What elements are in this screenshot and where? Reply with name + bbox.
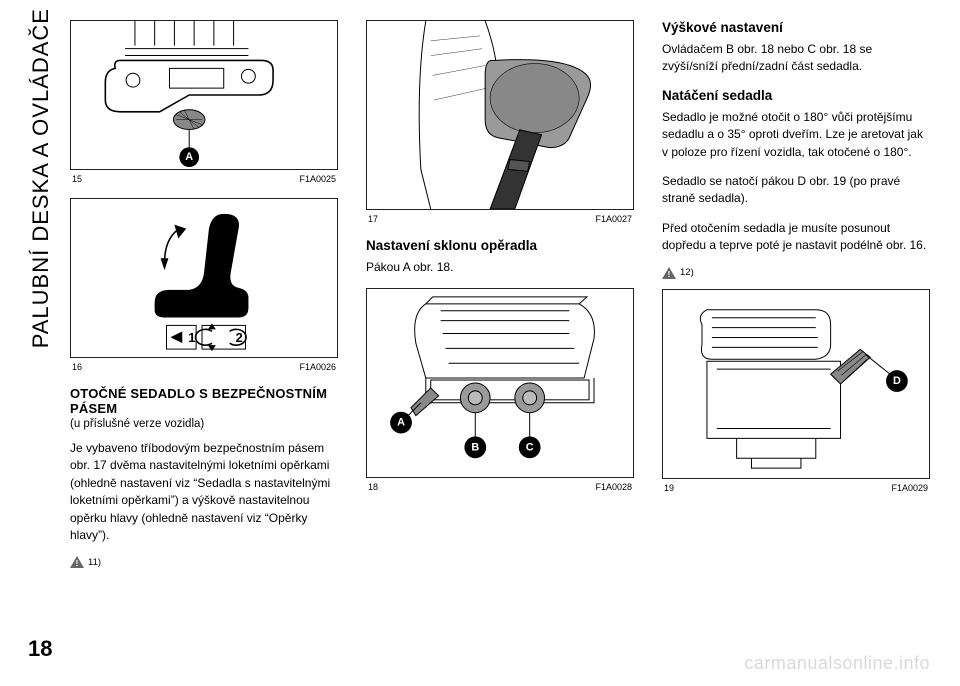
figure-code: F1A0026 [299, 362, 336, 372]
figure-code: F1A0028 [595, 482, 632, 492]
svg-text:A: A [397, 417, 405, 429]
section-tab: PALUBNÍ DESKA A OVLÁDAČE [28, 8, 54, 348]
figure-number: 18 [368, 482, 378, 492]
svg-text:!: ! [76, 559, 79, 568]
content-columns: A 15 F1A0025 1 [70, 20, 930, 610]
figure-number: 16 [72, 362, 82, 372]
svg-text:B: B [471, 442, 479, 454]
figure-17-caption: 17 F1A0027 [366, 214, 634, 224]
seat-rotate-heading: Natáčení sedadla [662, 88, 930, 103]
figure-18-caption: 18 F1A0028 [366, 482, 634, 492]
height-adjust-heading: Výškové nastavení [662, 20, 930, 35]
figure-code: F1A0025 [299, 174, 336, 184]
figure-code: F1A0027 [595, 214, 632, 224]
warning-note-11: ! 11) [70, 556, 338, 568]
figure-number: 15 [72, 174, 82, 184]
figure-15-caption: 15 F1A0025 [70, 174, 338, 184]
manual-page: PALUBNÍ DESKA A OVLÁDAČE [0, 0, 960, 686]
height-adjust-text: Ovládačem B obr. 18 nebo C obr. 18 se zv… [662, 41, 930, 76]
backrest-tilt-text: Pákou A obr. 18. [366, 259, 634, 276]
backrest-tilt-heading: Nastavení sklonu opěradla [366, 238, 634, 253]
page-number: 18 [28, 636, 52, 662]
figure-code: F1A0029 [891, 483, 928, 493]
note-ref: 11) [88, 557, 101, 568]
swivel-seat-sub: (u příslušné verze vozidla) [70, 418, 338, 430]
figure-19: D [662, 289, 930, 479]
svg-text:A: A [185, 151, 193, 163]
column-2: 17 F1A0027 Nastavení sklonu opěradla Pák… [366, 20, 634, 610]
watermark: carmanualsonline.info [744, 653, 930, 674]
svg-text:!: ! [668, 270, 671, 279]
figure-number: 17 [368, 214, 378, 224]
swivel-seat-paragraph: Je vybaveno tříbodovým bezpečnostním pás… [70, 440, 338, 544]
figure-15: A [70, 20, 338, 170]
figure-19-caption: 19 F1A0029 [662, 483, 930, 493]
svg-text:D: D [893, 375, 901, 387]
figure-number: 19 [664, 483, 674, 493]
svg-text:1: 1 [188, 330, 195, 345]
note-ref: 12) [680, 267, 694, 278]
svg-text:2: 2 [236, 330, 243, 345]
column-1: A 15 F1A0025 1 [70, 20, 338, 610]
figure-16-caption: 16 F1A0026 [70, 362, 338, 372]
figure-18: A B C [366, 288, 634, 478]
warning-icon: ! [70, 556, 84, 568]
seat-rotate-p1: Sedadlo je možné otočit o 180° vůči prot… [662, 109, 930, 161]
swivel-seat-heading: OTOČNÉ SEDADLO S BEZPEČNOSTNÍM PÁSEM [70, 386, 338, 416]
seat-rotate-p3: Před otočením sedadla je musíte posunout… [662, 220, 930, 255]
warning-icon: ! [662, 267, 676, 279]
figure-16: 1 2 [70, 198, 338, 358]
column-3: Výškové nastavení Ovládačem B obr. 18 ne… [662, 20, 930, 610]
svg-text:C: C [526, 442, 534, 454]
seat-rotate-p2: Sedadlo se natočí pákou D obr. 19 (po pr… [662, 173, 930, 208]
warning-note-12: ! 12) [662, 267, 930, 279]
figure-17 [366, 20, 634, 210]
